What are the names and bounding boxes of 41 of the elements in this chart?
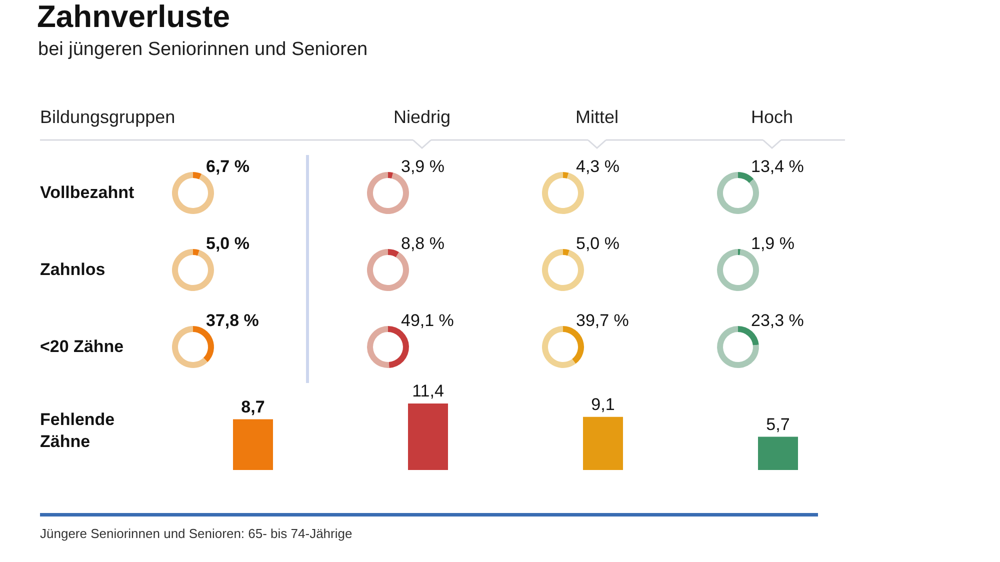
bar [758, 436, 798, 470]
data-label: 6,7 % [206, 157, 250, 176]
bar [583, 416, 623, 470]
data-label: 11,4 [412, 382, 444, 400]
data-label: 37,8 % [206, 311, 259, 330]
text: Zahnverluste [37, 0, 230, 34]
category-label: Vollbezahnt [40, 183, 134, 202]
category-label: <20 Zähne [40, 337, 124, 356]
data-label: 39,7 % [576, 311, 629, 330]
category-label: Mittel [575, 107, 619, 127]
category-label: Fehlende Zähne [40, 410, 115, 451]
data-label: 1,9 % [751, 234, 794, 253]
donut-slice [367, 326, 390, 368]
data-label: 3,9 % [401, 157, 444, 176]
text: Jüngere Seniorinnen und Senioren: 65- bis 74-Jährige [40, 526, 352, 541]
donut-slice [172, 326, 208, 368]
data-label: 4,3 % [576, 157, 620, 176]
category-label: Hoch [750, 107, 794, 127]
text: Bildungsgruppen [40, 107, 176, 127]
donut-slice [542, 326, 576, 368]
donut-slice [563, 172, 569, 179]
data-label: 5,7 [766, 414, 790, 434]
category-label: Niedrig [393, 107, 451, 127]
data-label: 8,8 % [401, 234, 444, 253]
donut-slice [388, 172, 394, 178]
data-label: 13,4 % [751, 157, 804, 176]
data-label: 5,0 % [576, 234, 620, 253]
bar [233, 419, 273, 470]
donut-slice [738, 172, 754, 184]
donut-slice [388, 249, 400, 258]
donut-slice [193, 249, 200, 256]
data-label: 23,3 % [751, 311, 804, 330]
donut-slice [563, 249, 570, 256]
bar [408, 404, 448, 470]
text: bei jüngeren Seniorinnen und Senioren [38, 39, 368, 60]
data-label: 49,1 % [401, 311, 454, 330]
category-label: Zahnlos [40, 260, 106, 279]
data-label: 8,7 [241, 397, 265, 416]
donut-slice [193, 172, 202, 180]
data-label: 5,0 % [206, 234, 250, 253]
data-label: 9,1 [591, 394, 615, 414]
